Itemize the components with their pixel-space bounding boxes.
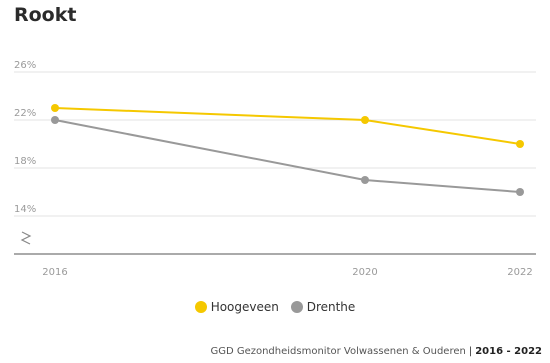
legend-item-drenthe[interactable]: Drenthe bbox=[290, 300, 356, 314]
legend-item-hoogeveen[interactable]: Hoogeveen bbox=[194, 300, 279, 314]
y-tick-label: 18% bbox=[14, 156, 36, 167]
x-tick-label: 2022 bbox=[507, 267, 532, 278]
axis-break-icon bbox=[20, 231, 32, 245]
source-years: 2016 - 2022 bbox=[475, 346, 542, 357]
series-line-hoogeveen bbox=[54, 107, 521, 145]
data-point-drenthe bbox=[51, 116, 59, 124]
y-tick-label: 14% bbox=[14, 204, 36, 215]
y-tick-label: 22% bbox=[14, 108, 36, 119]
x-tick-label: 2016 bbox=[42, 267, 67, 278]
data-point-drenthe bbox=[516, 188, 524, 196]
data-point-hoogeveen bbox=[516, 140, 524, 148]
legend-dot-drenthe bbox=[290, 301, 303, 313]
data-point-hoogeveen bbox=[51, 104, 59, 112]
x-tick-label: 2020 bbox=[352, 267, 377, 278]
data-point-hoogeveen bbox=[361, 116, 369, 124]
source-text: GGD Gezondheidsmonitor Volwassenen & Oud… bbox=[210, 346, 466, 357]
y-tick-label: 26% bbox=[14, 60, 36, 71]
series-line-drenthe bbox=[54, 119, 521, 193]
legend-dot-hoogeveen bbox=[194, 301, 207, 313]
chart-title: Rookt bbox=[14, 4, 77, 26]
legend-label-hoogeveen: Hoogeveen bbox=[210, 300, 279, 314]
source-separator: | bbox=[468, 346, 473, 357]
line-chart: 14% 18% 22% 26% 2016 2020 2022 bbox=[14, 60, 536, 278]
chart-legend: Hoogeveen Drenthe bbox=[0, 300, 550, 316]
legend-label-drenthe: Drenthe bbox=[306, 300, 356, 314]
source-note: GGD Gezondheidsmonitor Volwassenen & Oud… bbox=[210, 346, 542, 357]
data-point-drenthe bbox=[361, 176, 369, 184]
